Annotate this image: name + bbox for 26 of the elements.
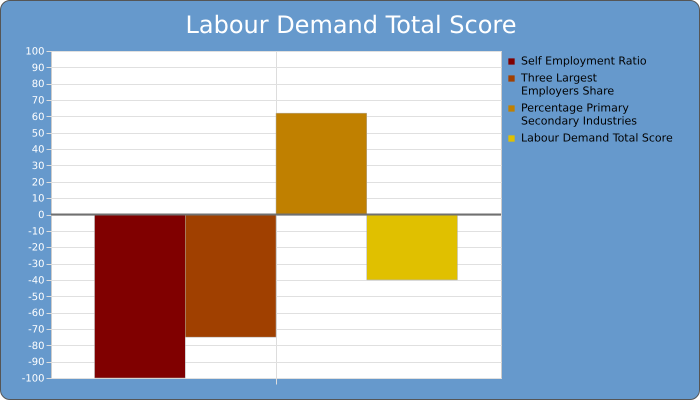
y-tick-label: -90	[28, 357, 44, 368]
y-tick-label: 70	[32, 96, 44, 107]
y-tick-label: -30	[28, 259, 44, 270]
y-tick-label: -50	[28, 292, 44, 303]
y-tick-label: -80	[28, 340, 44, 352]
y-tick-label: 20	[32, 177, 44, 188]
y-tick-label: 60	[32, 112, 44, 123]
y-tick-label: 100	[25, 46, 44, 58]
y-tick-label: 30	[32, 160, 44, 172]
y-tick-label: 50	[32, 128, 44, 140]
y-tick-label: 80	[32, 79, 44, 90]
y-tick-label: -60	[28, 308, 44, 320]
y-tick-label: -10	[28, 226, 44, 238]
legend-label: Labour Demand Total Score	[521, 132, 673, 144]
legend-label: Percentage Primary Secondary Industries	[521, 102, 638, 128]
y-tick-label: 10	[32, 194, 44, 205]
y-tick-label: -40	[28, 275, 44, 286]
y-tick-label: -70	[28, 324, 44, 336]
y-tick-label: 90	[32, 62, 44, 74]
legend-label: Three Largest Employers Share	[520, 72, 614, 98]
y-tick-label: -20	[28, 242, 44, 254]
legend-label: Self Employment Ratio	[521, 54, 647, 68]
y-tick-label: -100	[22, 374, 44, 384]
y-tick-label: 40	[32, 144, 44, 156]
y-tick-label: 0	[38, 210, 44, 221]
chart-title: Labour Demand Total Score	[185, 11, 517, 39]
